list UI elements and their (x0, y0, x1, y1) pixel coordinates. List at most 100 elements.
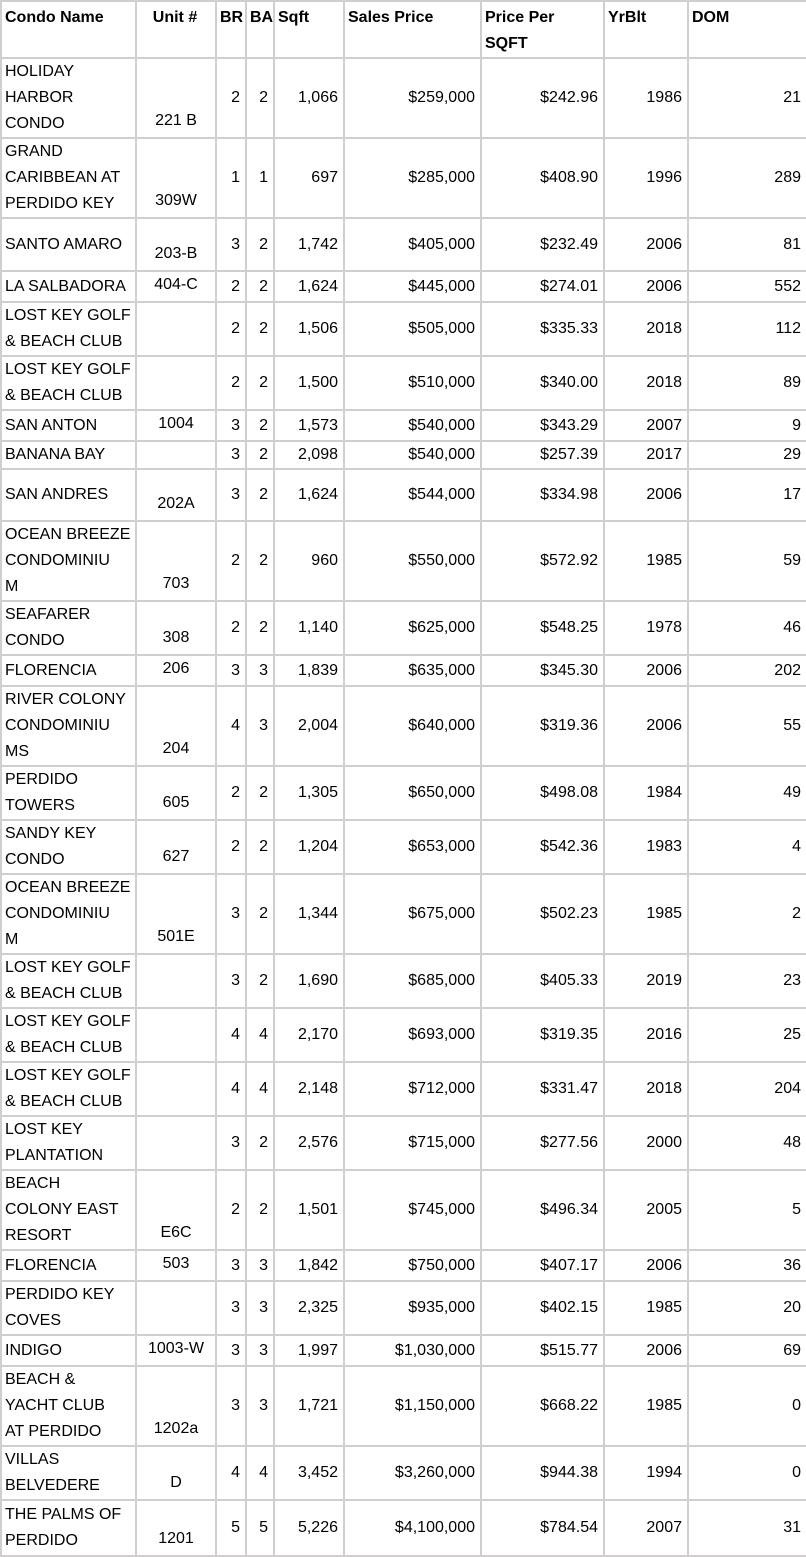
cell-dom[interactable]: 0 (687, 1365, 806, 1447)
cell-yrblt[interactable]: 2006 (603, 654, 689, 687)
cell-br[interactable]: 3 (215, 953, 247, 1009)
cell-dom[interactable]: 25 (687, 1007, 806, 1063)
cell-yrblt[interactable]: 2006 (603, 1334, 689, 1367)
cell-sqft[interactable]: 1,842 (273, 1249, 345, 1282)
cell-dom[interactable]: 2 (687, 873, 806, 955)
cell-unit[interactable]: E6C (135, 1169, 217, 1251)
cell-dom[interactable]: 48 (687, 1115, 806, 1171)
cell-sales-price[interactable]: $544,000 (343, 468, 482, 522)
cell-unit[interactable]: D (135, 1445, 217, 1501)
cell-price-per-sqft[interactable]: $277.56 (480, 1115, 605, 1171)
cell-price-per-sqft[interactable]: $402.15 (480, 1280, 605, 1336)
cell-br[interactable]: 4 (215, 685, 247, 767)
cell-sales-price[interactable]: $445,000 (343, 270, 482, 303)
cell-yrblt[interactable]: 2006 (603, 270, 689, 303)
cell-dom[interactable]: 9 (687, 409, 806, 442)
cell-br[interactable]: 3 (215, 1365, 247, 1447)
cell-price-per-sqft[interactable]: $405.33 (480, 953, 605, 1009)
cell-dom[interactable]: 5 (687, 1169, 806, 1251)
cell-condo-name[interactable]: LOST KEY GOLF & BEACH CLUB (0, 953, 137, 1009)
cell-condo-name[interactable]: INDIGO (0, 1334, 137, 1367)
cell-sales-price[interactable]: $715,000 (343, 1115, 482, 1171)
cell-yrblt[interactable]: 1983 (603, 819, 689, 875)
header-sales-price[interactable]: Sales Price (343, 0, 482, 59)
cell-yrblt[interactable]: 1985 (603, 520, 689, 602)
cell-sales-price[interactable]: $625,000 (343, 600, 482, 656)
cell-condo-name[interactable]: OCEAN BREEZE CONDOMINIU M (0, 520, 137, 602)
cell-condo-name[interactable]: LA SALBADORA (0, 270, 137, 303)
cell-sales-price[interactable]: $640,000 (343, 685, 482, 767)
cell-sales-price[interactable]: $510,000 (343, 355, 482, 411)
cell-br[interactable]: 3 (215, 409, 247, 442)
cell-sales-price[interactable]: $259,000 (343, 57, 482, 139)
cell-ba[interactable]: 3 (245, 685, 275, 767)
cell-dom[interactable]: 202 (687, 654, 806, 687)
cell-unit[interactable] (135, 355, 217, 411)
cell-price-per-sqft[interactable]: $343.29 (480, 409, 605, 442)
cell-condo-name[interactable]: PERDIDO KEY COVES (0, 1280, 137, 1336)
cell-price-per-sqft[interactable]: $319.35 (480, 1007, 605, 1063)
cell-yrblt[interactable]: 2019 (603, 953, 689, 1009)
cell-ba[interactable]: 2 (245, 1115, 275, 1171)
cell-sqft[interactable]: 2,148 (273, 1061, 345, 1117)
cell-condo-name[interactable]: LOST KEY PLANTATION (0, 1115, 137, 1171)
cell-condo-name[interactable]: LOST KEY GOLF & BEACH CLUB (0, 1061, 137, 1117)
cell-br[interactable]: 3 (215, 1334, 247, 1367)
cell-ba[interactable]: 2 (245, 57, 275, 139)
cell-condo-name[interactable]: SAN ANTON (0, 409, 137, 442)
cell-unit[interactable]: 1201 (135, 1499, 217, 1557)
cell-br[interactable]: 2 (215, 520, 247, 602)
cell-condo-name[interactable]: BANANA BAY (0, 440, 137, 470)
cell-unit[interactable] (135, 1280, 217, 1336)
cell-dom[interactable]: 36 (687, 1249, 806, 1282)
cell-br[interactable]: 4 (215, 1061, 247, 1117)
cell-condo-name[interactable]: BEACH COLONY EAST RESORT (0, 1169, 137, 1251)
cell-price-per-sqft[interactable]: $498.08 (480, 765, 605, 821)
cell-yrblt[interactable]: 2006 (603, 217, 689, 272)
cell-condo-name[interactable]: FLORENCIA (0, 654, 137, 687)
cell-br[interactable]: 2 (215, 1169, 247, 1251)
cell-condo-name[interactable]: PERDIDO TOWERS (0, 765, 137, 821)
cell-sqft[interactable]: 1,997 (273, 1334, 345, 1367)
cell-ba[interactable]: 2 (245, 440, 275, 470)
cell-sqft[interactable]: 1,506 (273, 301, 345, 357)
cell-condo-name[interactable]: SANDY KEY CONDO (0, 819, 137, 875)
cell-ba[interactable]: 5 (245, 1499, 275, 1557)
cell-yrblt[interactable]: 2018 (603, 301, 689, 357)
cell-br[interactable]: 2 (215, 600, 247, 656)
cell-sqft[interactable]: 1,624 (273, 468, 345, 522)
cell-sqft[interactable]: 1,690 (273, 953, 345, 1009)
cell-ba[interactable]: 1 (245, 137, 275, 219)
cell-sqft[interactable]: 3,452 (273, 1445, 345, 1501)
cell-ba[interactable]: 3 (245, 1280, 275, 1336)
cell-ba[interactable]: 2 (245, 409, 275, 442)
cell-ba[interactable]: 3 (245, 1249, 275, 1282)
cell-unit[interactable]: 206 (135, 654, 217, 687)
cell-price-per-sqft[interactable]: $257.39 (480, 440, 605, 470)
header-condo-name[interactable]: Condo Name (0, 0, 137, 59)
cell-sqft[interactable]: 960 (273, 520, 345, 602)
cell-yrblt[interactable]: 1994 (603, 1445, 689, 1501)
cell-sales-price[interactable]: $653,000 (343, 819, 482, 875)
cell-dom[interactable]: 17 (687, 468, 806, 522)
cell-unit[interactable]: 309W (135, 137, 217, 219)
cell-dom[interactable]: 204 (687, 1061, 806, 1117)
cell-br[interactable]: 3 (215, 654, 247, 687)
cell-dom[interactable]: 46 (687, 600, 806, 656)
cell-dom[interactable]: 49 (687, 765, 806, 821)
cell-condo-name[interactable]: LOST KEY GOLF & BEACH CLUB (0, 301, 137, 357)
cell-sales-price[interactable]: $550,000 (343, 520, 482, 602)
cell-ba[interactable]: 2 (245, 355, 275, 411)
cell-yrblt[interactable]: 2018 (603, 355, 689, 411)
cell-price-per-sqft[interactable]: $548.25 (480, 600, 605, 656)
cell-br[interactable]: 3 (215, 440, 247, 470)
cell-ba[interactable]: 4 (245, 1007, 275, 1063)
cell-dom[interactable]: 112 (687, 301, 806, 357)
cell-condo-name[interactable]: FLORENCIA (0, 1249, 137, 1282)
cell-br[interactable]: 4 (215, 1445, 247, 1501)
cell-sales-price[interactable]: $540,000 (343, 409, 482, 442)
cell-br[interactable]: 3 (215, 1249, 247, 1282)
cell-br[interactable]: 4 (215, 1007, 247, 1063)
cell-sqft[interactable]: 2,576 (273, 1115, 345, 1171)
cell-yrblt[interactable]: 1978 (603, 600, 689, 656)
